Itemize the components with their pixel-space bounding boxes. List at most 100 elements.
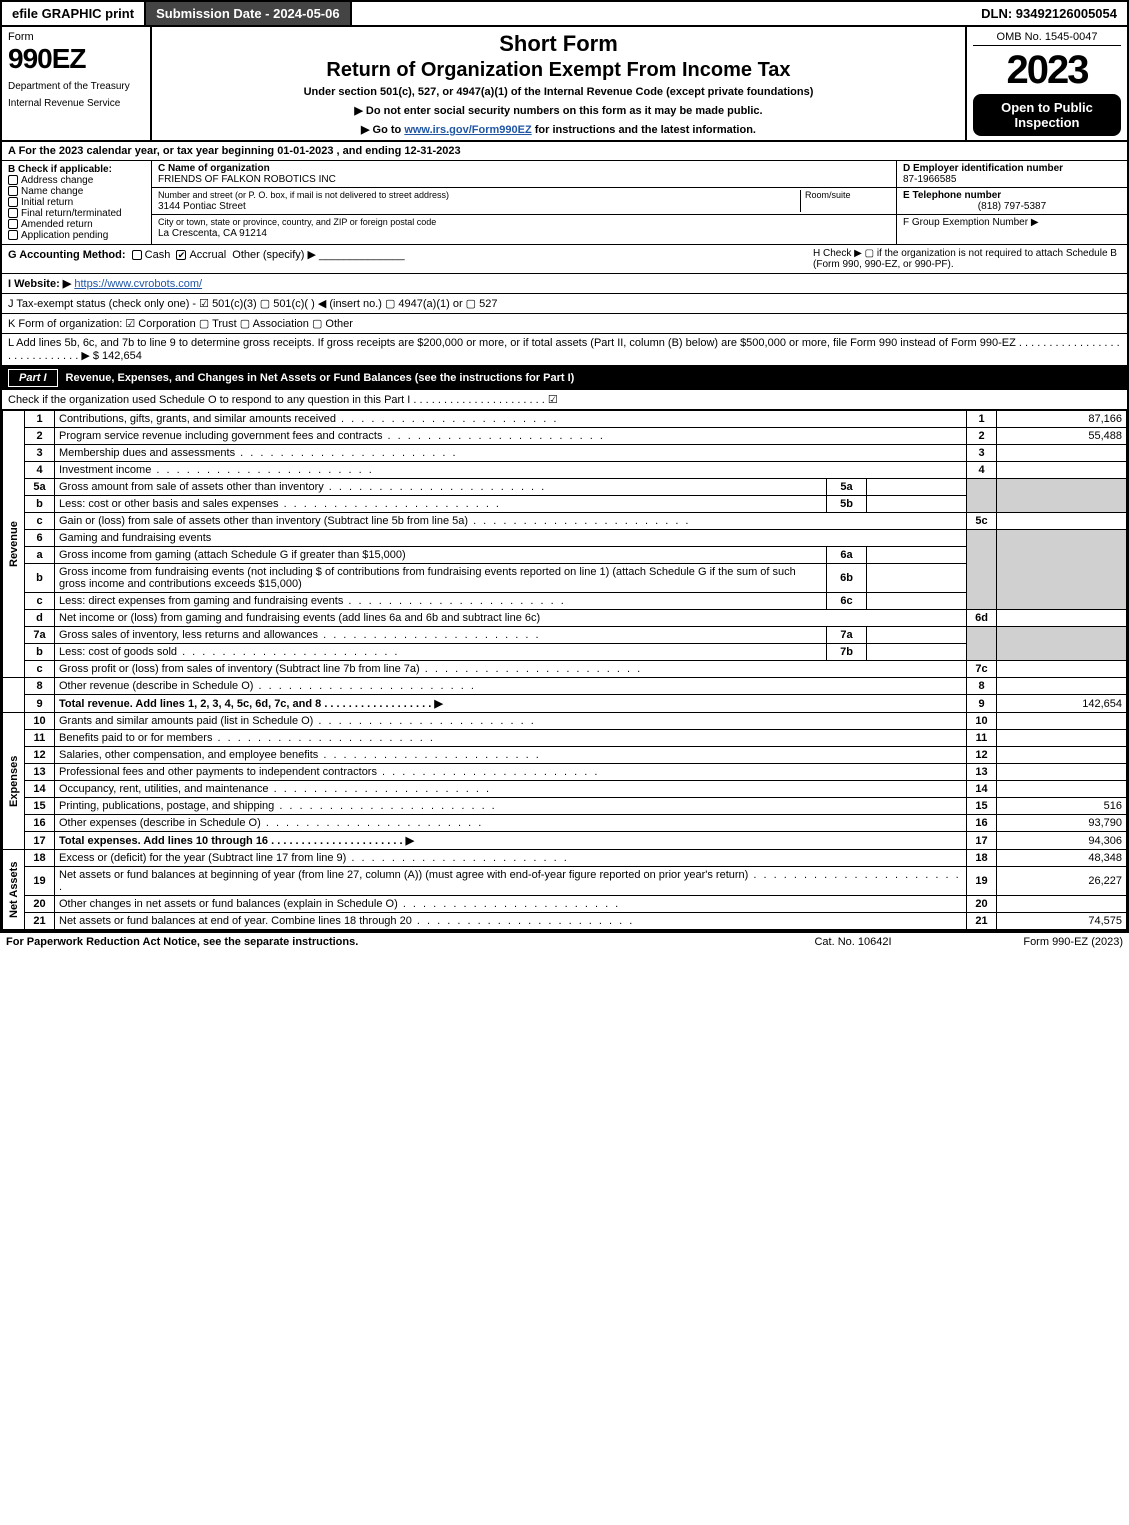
r13-amt <box>997 764 1127 781</box>
r5c-ln: 5c <box>967 513 997 530</box>
r9-desc: Total revenue. Add lines 1, 2, 3, 4, 5c,… <box>55 695 967 713</box>
r9-num: 9 <box>25 695 55 713</box>
r4-ln: 4 <box>967 462 997 479</box>
spacer <box>352 2 972 25</box>
side-expenses: Expenses <box>3 713 25 850</box>
r6c-subval <box>867 593 967 610</box>
chk-name-change[interactable]: Name change <box>8 186 145 197</box>
r16-amt: 93,790 <box>997 815 1127 832</box>
submission-date: Submission Date - 2024-05-06 <box>146 2 352 25</box>
chk-amended-return[interactable]: Amended return <box>8 219 145 230</box>
cash-label: Cash <box>145 249 171 261</box>
dept-treasury: Department of the Treasury <box>8 81 144 92</box>
r5a-subval <box>867 479 967 496</box>
chk-accrual[interactable] <box>176 250 186 260</box>
org-city: La Crescenta, CA 91214 <box>158 228 267 239</box>
r17-num: 17 <box>25 832 55 850</box>
r5c-num: c <box>25 513 55 530</box>
r1-ln: 1 <box>967 411 997 428</box>
r4-amt <box>997 462 1127 479</box>
r20-amt <box>997 896 1127 913</box>
efile-print-button[interactable]: efile GRAPHIC print <box>2 2 146 25</box>
opt-amended: Amended return <box>21 219 93 230</box>
header-right: OMB No. 1545-0047 2023 Open to Public In… <box>967 27 1127 140</box>
r15-ln: 15 <box>967 798 997 815</box>
dln: DLN: 93492126005054 <box>971 2 1127 25</box>
r18-num: 18 <box>25 850 55 867</box>
other-label: Other (specify) ▶ <box>232 249 316 261</box>
phone-label: E Telephone number <box>903 190 1001 201</box>
r5c-desc: Gain or (loss) from sale of assets other… <box>55 513 967 530</box>
r5ab-ln-shade <box>967 479 997 513</box>
r11-ln: 11 <box>967 730 997 747</box>
r16-num: 16 <box>25 815 55 832</box>
r19-desc: Net assets or fund balances at beginning… <box>55 867 967 896</box>
r9-amt: 142,654 <box>997 695 1127 713</box>
r8-desc: Other revenue (describe in Schedule O) <box>55 678 967 695</box>
r7ab-ln-shade <box>967 627 997 661</box>
r6b-sub: 6b <box>827 564 867 593</box>
r16-ln: 16 <box>967 815 997 832</box>
chk-final-return[interactable]: Final return/terminated <box>8 208 145 219</box>
r2-amt: 55,488 <box>997 428 1127 445</box>
chk-cash[interactable] <box>132 250 142 260</box>
chk-application-pending[interactable]: Application pending <box>8 230 145 241</box>
r3-desc: Membership dues and assessments <box>55 445 967 462</box>
r12-amt <box>997 747 1127 764</box>
part-1-badge: Part I <box>8 369 58 387</box>
r11-desc: Benefits paid to or for members <box>55 730 967 747</box>
irs-link[interactable]: www.irs.gov/Form990EZ <box>404 124 531 136</box>
chk-initial-return[interactable]: Initial return <box>8 197 145 208</box>
r7b-subval <box>867 644 967 661</box>
r20-num: 20 <box>25 896 55 913</box>
r14-ln: 14 <box>967 781 997 798</box>
r6a-subval <box>867 547 967 564</box>
r1-amt: 87,166 <box>997 411 1127 428</box>
r21-desc: Net assets or fund balances at end of ye… <box>55 913 967 930</box>
r12-ln: 12 <box>967 747 997 764</box>
r5c-amt <box>997 513 1127 530</box>
r6c-sub: 6c <box>827 593 867 610</box>
r18-desc: Excess or (deficit) for the year (Subtra… <box>55 850 967 867</box>
r6-desc: Gaming and fundraising events <box>55 530 967 547</box>
r8-ln: 8 <box>967 678 997 695</box>
return-title: Return of Organization Exempt From Incom… <box>160 59 957 82</box>
page-footer: For Paperwork Reduction Act Notice, see … <box>0 932 1129 951</box>
r2-ln: 2 <box>967 428 997 445</box>
footer-form: Form 990-EZ (2023) <box>943 936 1123 948</box>
website-link[interactable]: https://www.cvrobots.com/ <box>74 278 202 290</box>
r6d-amt <box>997 610 1127 627</box>
r6b-subval <box>867 564 967 593</box>
side-revenue-cont <box>3 678 25 713</box>
r7b-sub: 7b <box>827 644 867 661</box>
line-l-amount: 142,654 <box>102 350 142 362</box>
r12-num: 12 <box>25 747 55 764</box>
r6d-num: d <box>25 610 55 627</box>
r19-ln: 19 <box>967 867 997 896</box>
instr-ssn: ▶ Do not enter social security numbers o… <box>160 104 957 117</box>
r16-desc: Other expenses (describe in Schedule O) <box>55 815 967 832</box>
instr-post: for instructions and the latest informat… <box>532 124 756 136</box>
r14-num: 14 <box>25 781 55 798</box>
r7a-subval <box>867 627 967 644</box>
line-l-text: L Add lines 5b, 6c, and 7b to line 9 to … <box>8 337 1120 362</box>
chk-address-change[interactable]: Address change <box>8 175 145 186</box>
r20-desc: Other changes in net assets or fund bala… <box>55 896 967 913</box>
r5ab-amt-shade <box>997 479 1127 513</box>
tax-year: 2023 <box>973 50 1121 90</box>
r7c-ln: 7c <box>967 661 997 678</box>
footer-paperwork: For Paperwork Reduction Act Notice, see … <box>6 936 763 948</box>
omb-number: OMB No. 1545-0047 <box>973 31 1121 46</box>
r8-amt <box>997 678 1127 695</box>
r4-desc: Investment income <box>55 462 967 479</box>
subtitle: Under section 501(c), 527, or 4947(a)(1)… <box>160 86 957 98</box>
form-number: 990EZ <box>8 43 144 75</box>
r14-amt <box>997 781 1127 798</box>
r3-ln: 3 <box>967 445 997 462</box>
r13-num: 13 <box>25 764 55 781</box>
ein-label: D Employer identification number <box>903 163 1063 174</box>
section-c: C Name of organization FRIENDS OF FALKON… <box>152 161 897 244</box>
r6c-desc: Less: direct expenses from gaming and fu… <box>55 593 827 610</box>
r13-desc: Professional fees and other payments to … <box>55 764 967 781</box>
r7a-desc: Gross sales of inventory, less returns a… <box>55 627 827 644</box>
